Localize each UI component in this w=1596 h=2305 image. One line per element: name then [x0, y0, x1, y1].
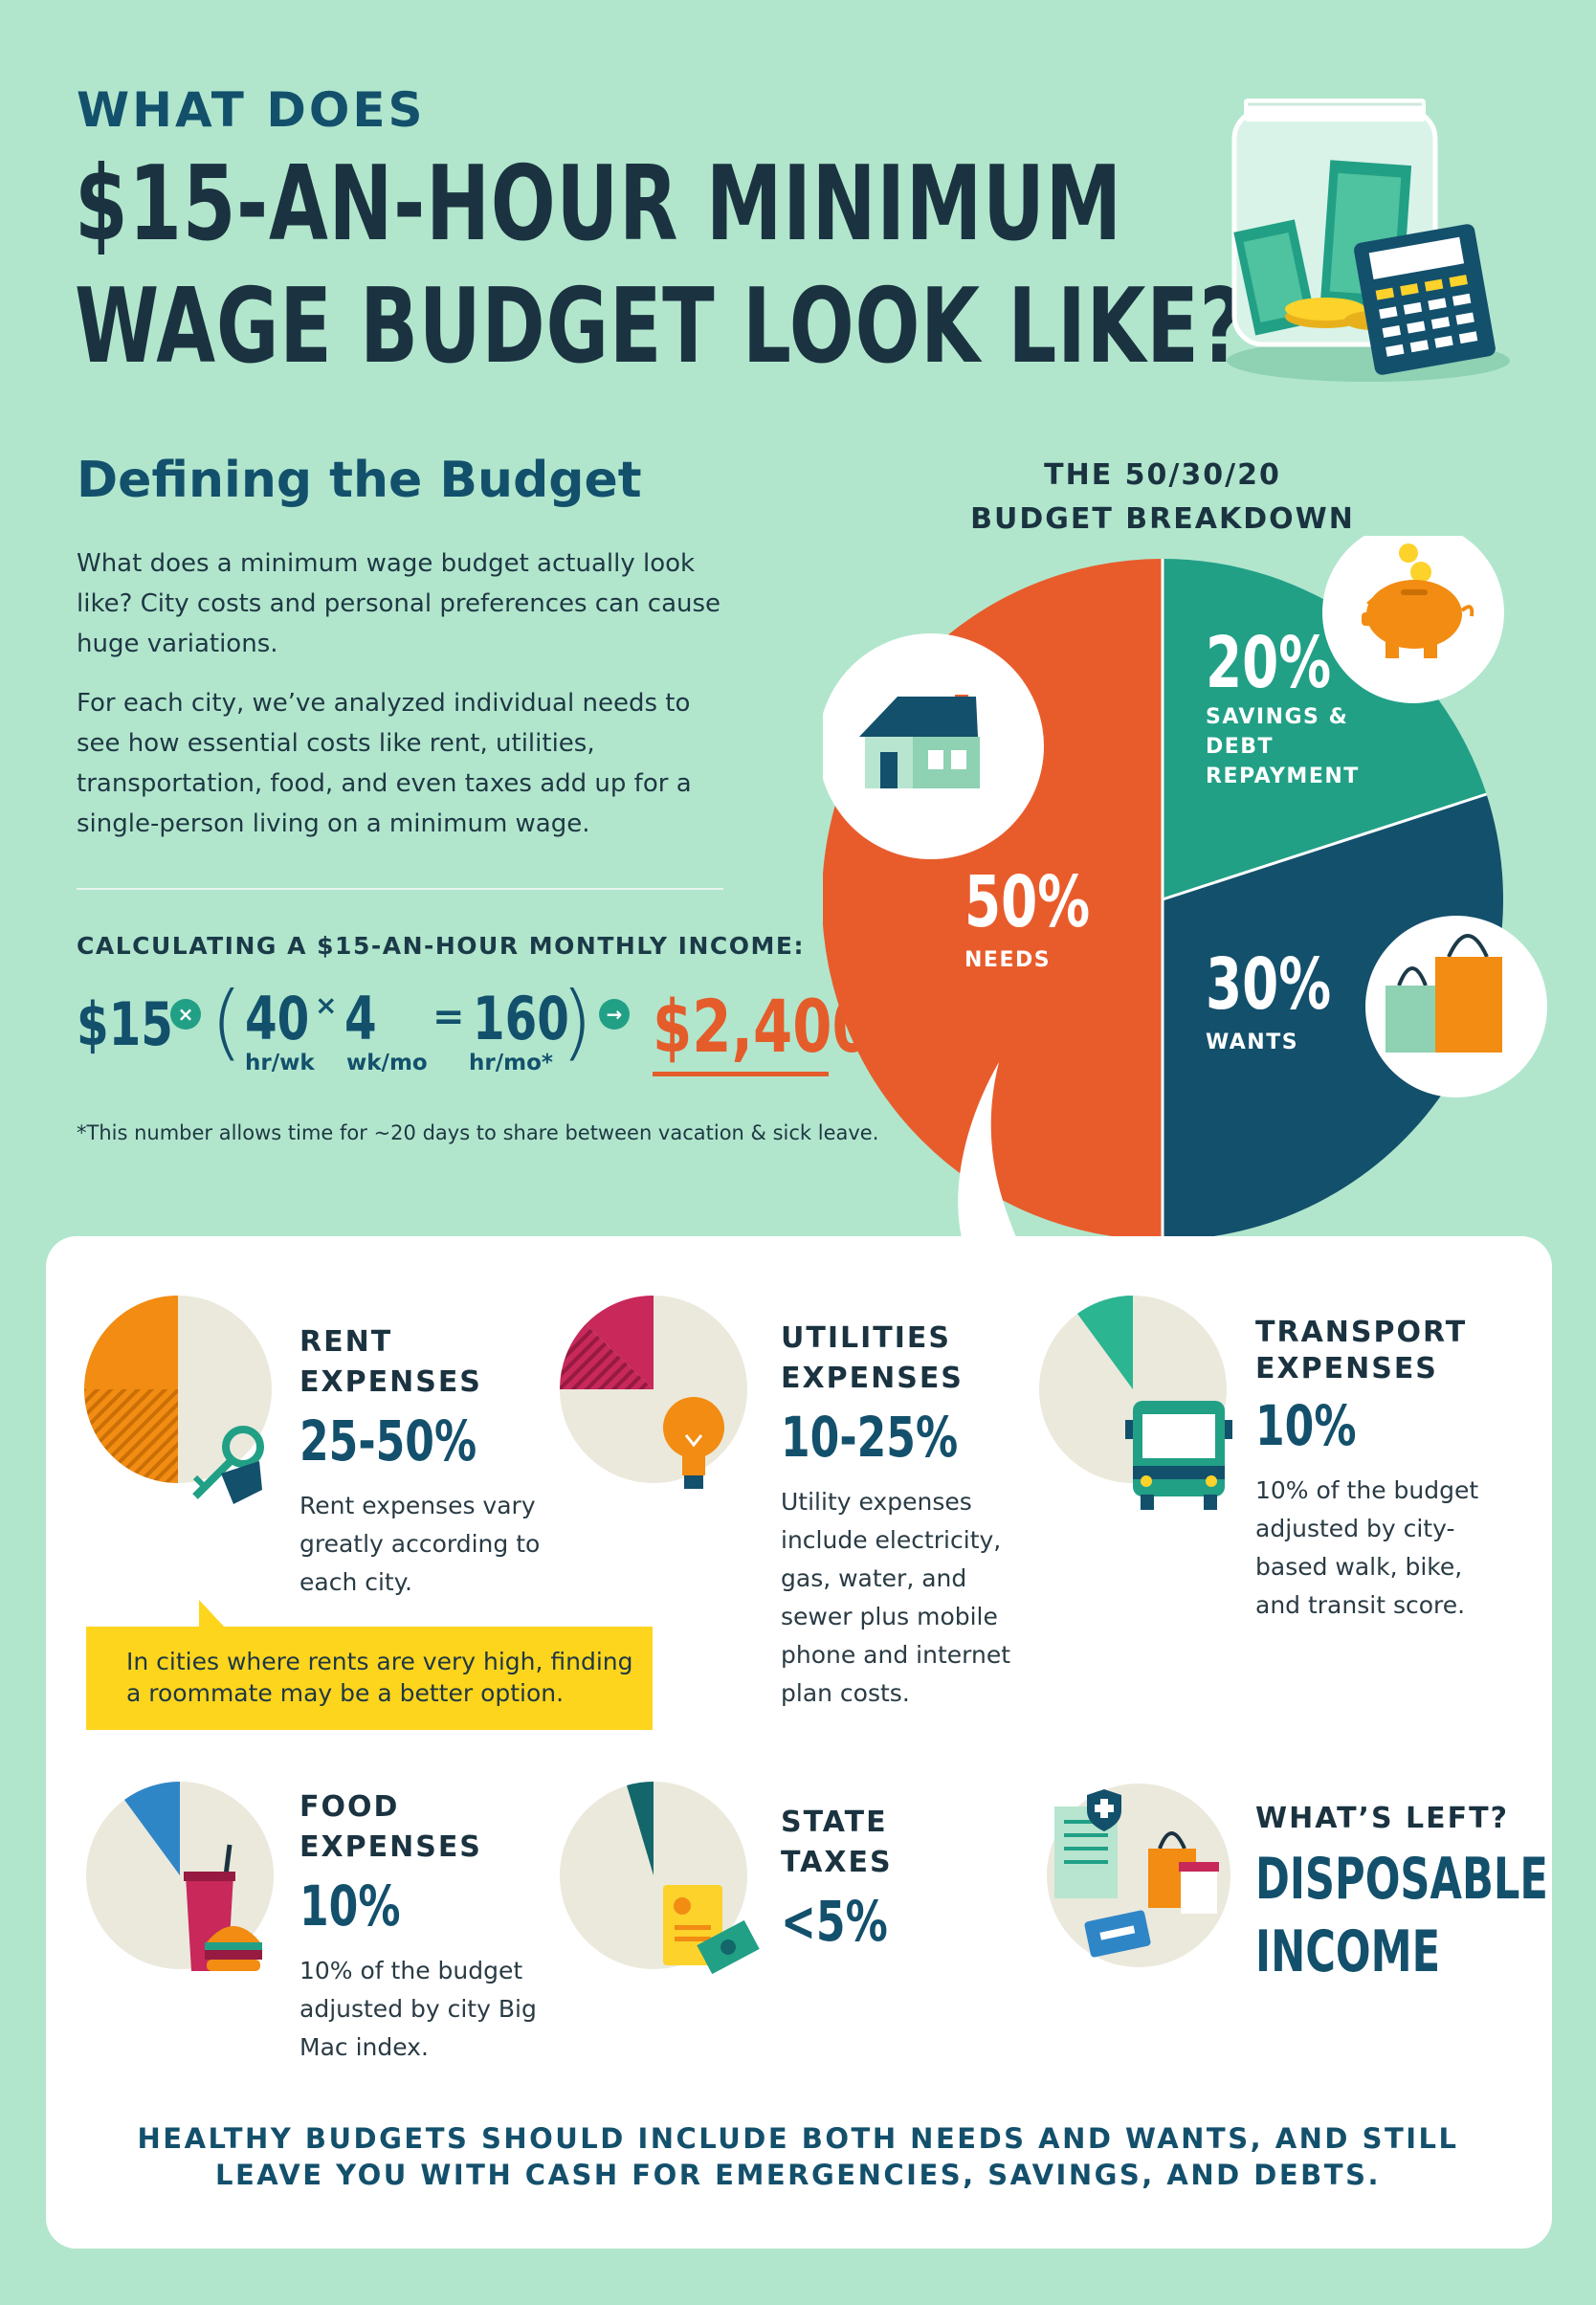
- expenses-panel: [46, 1236, 1552, 2249]
- transport-pie-chart: [1039, 1296, 1232, 1510]
- transport-desc: 10% of the budget adjusted by city-based…: [1255, 1476, 1479, 1619]
- tip-pointer: [199, 1600, 226, 1629]
- intro-paragraph-2: For each city, we’ve analyzed individual…: [77, 689, 692, 838]
- rent-tip: In cities where rents are very high, fin…: [86, 1627, 653, 1730]
- rent-block: RENT EXPENSES 25-50% Rent expenses vary …: [299, 1322, 587, 1602]
- budget-pie: [823, 536, 1547, 1240]
- utilities-pct: 10-25%: [781, 1405, 959, 1470]
- weeks-month-value: 4: [344, 984, 377, 1053]
- close-paren: ): [561, 974, 593, 1070]
- savings-label-line-2: DEBT: [1206, 735, 1275, 759]
- drink-burger-icon: [184, 1844, 262, 1971]
- whats-left-title: WHAT’S LEFT?: [1255, 1802, 1509, 1835]
- hours-week-value: 40: [245, 984, 310, 1053]
- breakdown-title-line-2: BUDGET BREAKDOWN: [970, 502, 1355, 536]
- monthly-income: $2,400: [653, 984, 872, 1069]
- rent-title-line-2: EXPENSES: [299, 1365, 482, 1399]
- utilities-title-line-1: UTILITIES: [781, 1321, 951, 1355]
- shopping-bags-icon: [1365, 916, 1547, 1097]
- hours-week-unit: hr/wk: [245, 1051, 315, 1075]
- rent-title-line-1: RENT: [299, 1325, 393, 1359]
- food-desc: 10% of the budget adjusted by city Big M…: [299, 1957, 537, 2061]
- utilities-desc: Utility expenses include electricity, ga…: [781, 1488, 1011, 1707]
- disposable-income-icon: [1047, 1784, 1230, 1967]
- intro-paragraph-1: What does a minimum wage budget actually…: [77, 549, 721, 658]
- lightbulb-icon: [663, 1397, 724, 1489]
- income-formula: $15 × ( 40 hr/wk × 4 wk/mo = 160 hr/mo* …: [0, 974, 872, 1091]
- wants-pct: 30%: [1206, 943, 1332, 1026]
- savings-label-line-3: REPAYMENT: [1206, 765, 1360, 788]
- rent-desc: Rent expenses vary greatly according to …: [299, 1492, 541, 1596]
- rent-pct: 25-50%: [299, 1408, 477, 1474]
- utilities-pie-chart: [559, 1295, 747, 1489]
- taxes-block: STATE TAXES <5%: [781, 1803, 1030, 1954]
- food-title-line-2: EXPENSES: [299, 1830, 482, 1864]
- food-block: FOOD EXPENSES 10% 10% of the budget adju…: [299, 1787, 587, 2067]
- savings-label: SAVINGS & DEBT REPAYMENT: [1206, 702, 1360, 791]
- breakdown-title-line-1: THE 50/30/20: [1044, 458, 1281, 492]
- transport-title-line-1: TRANSPORT: [1255, 1316, 1468, 1349]
- divider: [77, 888, 723, 890]
- savings-pct: 20%: [1206, 622, 1332, 704]
- monthly-income-underline: [653, 1072, 829, 1076]
- pie-slice-savings: [1163, 559, 1487, 899]
- utilities-block: UTILITIES EXPENSES 10-25% Utility expens…: [781, 1319, 1030, 1713]
- speech-tail: [958, 1062, 1018, 1242]
- disposable-line-1: DISPOSABLE: [1255, 1846, 1548, 1913]
- open-paren: (: [211, 974, 243, 1070]
- section-heading: Defining the Budget: [77, 452, 642, 509]
- rent-tip-text: In cities where rents are very high, fin…: [126, 1648, 633, 1707]
- arrow-right-icon: →: [599, 999, 630, 1030]
- rent-pie-chart: [84, 1296, 272, 1504]
- title-line-1: $15-AN-HOUR MINIMUM: [75, 144, 1122, 264]
- needs-label: NEEDS: [964, 948, 1052, 972]
- whats-left-block: WHAT’S LEFT? DISPOSABLE INCOME: [1255, 1799, 1548, 1988]
- savings-label-line-1: SAVINGS &: [1206, 705, 1349, 729]
- breakdown-title: THE 50/30/20 BUDGET BREAKDOWN: [947, 454, 1378, 542]
- needs-pct: 50%: [964, 861, 1091, 943]
- kicker: WHAT DOES: [77, 82, 426, 138]
- closing-line-1: HEALTHY BUDGETS SHOULD INCLUDE BOTH NEED…: [137, 2122, 1459, 2155]
- disposable-line-2: INCOME: [1255, 1918, 1441, 1985]
- tax-document-icon: [663, 1885, 760, 1975]
- wage-value: $15: [77, 989, 173, 1059]
- equals-symbol: =: [432, 995, 465, 1039]
- transport-block: TRANSPORT EXPENSES 10% 10% of the budget…: [1255, 1315, 1514, 1625]
- hours-month-unit: hr/mo*: [469, 1051, 553, 1075]
- taxes-pie-chart: [560, 1781, 760, 1975]
- taxes-title-line-2: TAXES: [781, 1846, 893, 1879]
- title-line-2: WAGE BUDGET LOOK LIKE?: [75, 267, 1245, 387]
- food-title-line-1: FOOD: [299, 1790, 400, 1824]
- multiply-icon: ×: [170, 999, 201, 1030]
- closing-statement: HEALTHY BUDGETS SHOULD INCLUDE BOTH NEED…: [96, 2120, 1500, 2193]
- house-icon: [823, 633, 1044, 859]
- utilities-title-line-2: EXPENSES: [781, 1362, 964, 1395]
- transport-pct: 10%: [1255, 1393, 1357, 1458]
- times-symbol: ×: [315, 989, 338, 1021]
- transport-title-line-2: EXPENSES: [1255, 1352, 1438, 1385]
- disposable-income-label: DISPOSABLE INCOME: [1255, 1843, 1548, 1988]
- page-title: $15-AN-HOUR MINIMUM WAGE BUDGET LOOK LIK…: [75, 144, 1245, 388]
- food-pct: 10%: [299, 1873, 401, 1939]
- taxes-title-line-1: STATE: [781, 1806, 888, 1839]
- food-pie-chart: [86, 1782, 274, 1971]
- weeks-month-unit: wk/mo: [346, 1051, 428, 1075]
- pie-slice-wants: [1163, 793, 1503, 1240]
- piggy-bank-icon: [1322, 536, 1504, 703]
- money-jar-icon: [1227, 99, 1510, 382]
- footnote: *This number allows time for ~20 days to…: [77, 1121, 879, 1144]
- hours-month-value: 160: [473, 984, 569, 1053]
- taxes-pct: <5%: [781, 1889, 888, 1954]
- bus-icon: [1125, 1401, 1232, 1510]
- calc-heading: CALCULATING A $15-AN-HOUR MONTHLY INCOME…: [77, 932, 805, 960]
- key-icon: [192, 1426, 264, 1504]
- wants-label: WANTS: [1206, 1031, 1299, 1054]
- closing-line-2: LEAVE YOU WITH CASH FOR EMERGENCIES, SAV…: [215, 2159, 1381, 2191]
